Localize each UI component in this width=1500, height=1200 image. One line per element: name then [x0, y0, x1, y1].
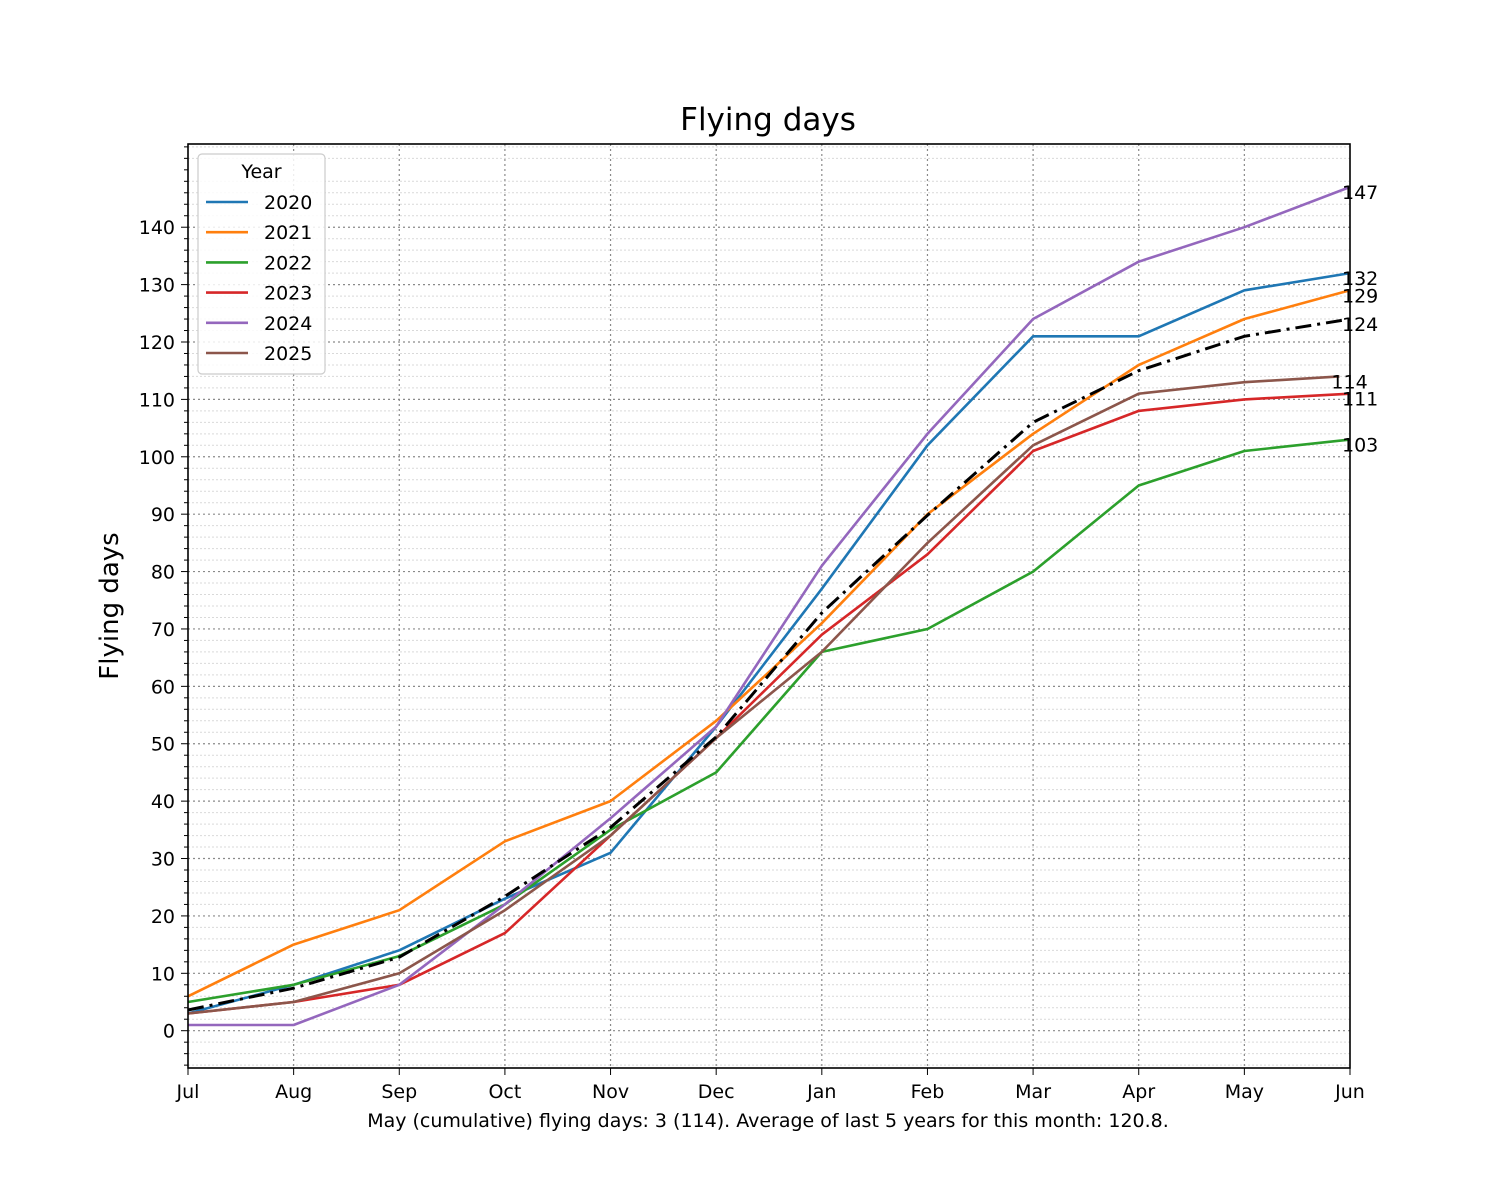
y-tick-label: 140	[139, 217, 175, 239]
series-line-2023	[187, 392, 1351, 1015]
chart-title: Flying days	[680, 102, 856, 138]
x-tick-label: Jan	[806, 1081, 836, 1103]
end-label: 147	[1342, 182, 1378, 204]
y-tick-label: 30	[151, 849, 175, 871]
y-tick-label: 130	[139, 275, 175, 297]
y-tick-label: 50	[151, 734, 175, 756]
series-line-average	[187, 317, 1351, 1012]
y-tick-label: 10	[151, 963, 175, 985]
y-tick-label: 90	[151, 504, 175, 526]
series-line-2021	[187, 289, 1351, 998]
y-tick-label: 100	[139, 447, 175, 469]
end-label: 129	[1342, 285, 1378, 307]
y-tick-label: 80	[151, 562, 175, 584]
legend-label-2022: 2022	[264, 252, 312, 274]
end-label: 103	[1342, 435, 1378, 457]
series-line-2025	[187, 375, 1340, 1015]
y-tick-label: 120	[139, 332, 175, 354]
x-tick-label: Feb	[911, 1081, 945, 1103]
x-tick-label: Apr	[1122, 1081, 1155, 1103]
x-tick-label: Jul	[176, 1081, 200, 1103]
x-tick-label: Dec	[698, 1081, 735, 1103]
x-tick-label: Aug	[275, 1081, 312, 1103]
x-tick-label: Nov	[592, 1081, 629, 1103]
legend-label-2024: 2024	[264, 313, 312, 335]
x-tick-label: Jun	[1334, 1081, 1365, 1103]
end-label: 132	[1342, 268, 1378, 290]
y-tick-label: 60	[151, 676, 175, 698]
y-tick-label: 110	[139, 389, 175, 411]
x-tick-label: Mar	[1015, 1081, 1051, 1103]
legend-label-2025: 2025	[264, 343, 312, 365]
x-tick-label: May	[1225, 1081, 1264, 1103]
legend-box	[197, 153, 326, 375]
y-tick-label: 0	[163, 1021, 175, 1043]
series-line-2020	[187, 271, 1351, 1015]
y-tick-label: 40	[151, 791, 175, 813]
y-tick-label: 20	[151, 906, 175, 928]
legend-label-2020: 2020	[264, 192, 312, 214]
footer-note: May (cumulative) flying days: 3 (114). A…	[367, 1110, 1169, 1132]
legend-label-2021: 2021	[264, 222, 312, 244]
series-line-2024	[188, 185, 1351, 1027]
end-label: 111	[1342, 389, 1378, 411]
legend-title: Year	[240, 161, 281, 183]
plot-area: 1321291031111471141240102030405060708090…	[139, 143, 1378, 1103]
y-tick-label: 70	[151, 619, 175, 641]
x-tick-label: Oct	[488, 1081, 521, 1103]
y-axis-label: Flying days	[95, 532, 125, 679]
x-tick-label: Sep	[381, 1081, 417, 1103]
legend-label-2023: 2023	[264, 283, 312, 305]
end-label: 124	[1342, 314, 1378, 336]
